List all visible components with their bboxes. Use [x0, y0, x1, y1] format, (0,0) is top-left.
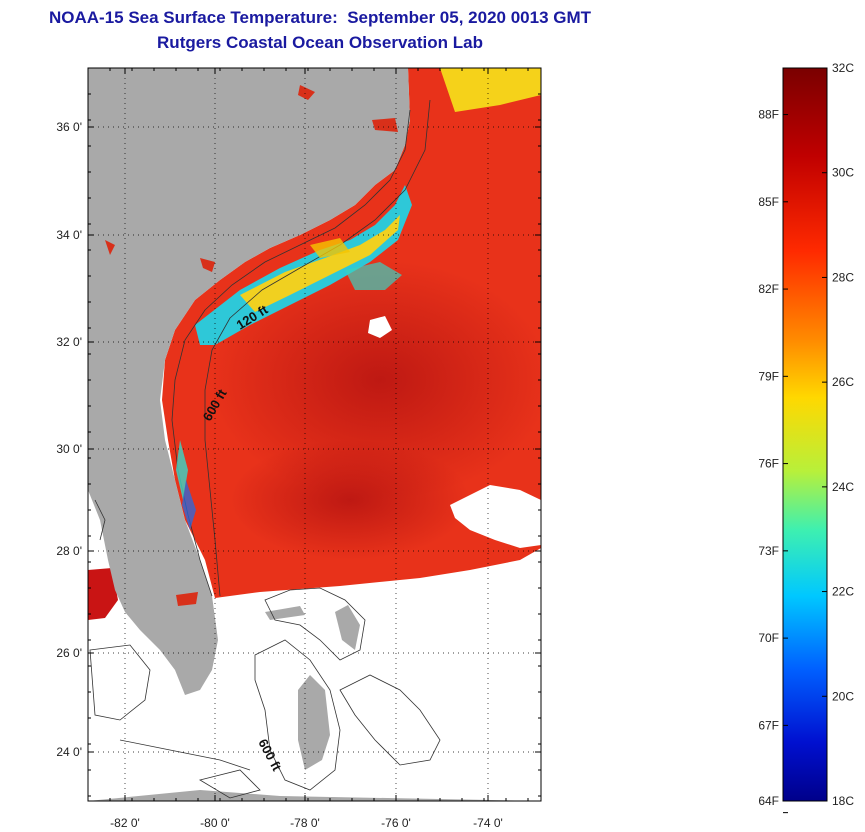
- lon-tick-label: -74 0': [473, 816, 503, 830]
- lon-tick-label: -82 0': [110, 816, 140, 830]
- colorbar-label-f: 88F: [758, 108, 779, 122]
- contour-bahamas-3: [339, 674, 441, 766]
- map-frame: [87, 67, 542, 802]
- colorbar-label-c: 30C: [832, 166, 854, 180]
- nearshore-warm-yellow-band: [240, 215, 400, 312]
- warm-core-region: [210, 260, 541, 500]
- colorbar-label-f: 73F: [758, 544, 779, 558]
- axis-ticks: 36 0' 34 0' 32 0' 30 0' 28 0' 26 0' 24 0' -82 0…: [56, 68, 541, 830]
- colorbar-label-f: 70F: [758, 631, 779, 645]
- colorbar-label-f: 79F: [758, 369, 779, 383]
- map-subtitle: Rutgers Coastal Ocean Observation Lab: [157, 33, 483, 52]
- land-cuba-edge: [88, 790, 541, 801]
- colorbar-label-f: 82F: [758, 282, 779, 296]
- land-bahamas-andros: [298, 675, 330, 770]
- lat-tick-label: 24 0': [56, 745, 82, 759]
- inland-water-pixels: [105, 85, 398, 606]
- lat-tick-label: 34 0': [56, 228, 82, 242]
- contour-keys: [119, 739, 251, 771]
- lat-tick-label: 36 0': [56, 120, 82, 134]
- colorbar-label-c: 24C: [832, 480, 854, 494]
- colorbar-label-f: 67F: [758, 718, 779, 732]
- gulf-stream-edge-yellow: [440, 68, 541, 112]
- graticule-grid: [88, 68, 541, 801]
- cloud-mask-mid: [368, 316, 392, 338]
- colorbar-label-c: 22C: [832, 585, 854, 599]
- lon-tick-label: -78 0': [290, 816, 320, 830]
- lat-tick-label: 26 0': [56, 646, 82, 660]
- colorbar-gradient: [782, 67, 828, 802]
- warm-core-region-south: [230, 440, 470, 560]
- lat-tick-label: 28 0': [56, 544, 82, 558]
- colorbar-label-c: 32C: [832, 61, 854, 75]
- cloud-mask-east: [450, 485, 541, 548]
- map-plot-area: [88, 68, 541, 801]
- lon-tick-label: -76 0': [381, 816, 411, 830]
- colorbar: 32C 30C 28C 26C 24C 22C 20C 18C 88F 85F 82F 79F 76F 7…: [758, 61, 854, 814]
- colorbar-ticks: 32C 30C 28C 26C 24C 22C 20C 18C 88F 85F 82F 79F 76F 7…: [758, 61, 854, 814]
- map-title: NOAA-15 Sea Surface Temperature: Septemb…: [48, 8, 592, 27]
- lat-tick-label: 32 0': [56, 335, 82, 349]
- cool-swirl-features: [176, 238, 402, 530]
- land-bahamas-abaco: [335, 605, 360, 650]
- colorbar-label-c: 20C: [832, 689, 854, 703]
- lon-tick-label: -80 0': [200, 816, 230, 830]
- contour-florida-west: [94, 499, 106, 541]
- contour-bahamas-1: [264, 587, 366, 661]
- colorbar-label-f: 64F: [758, 794, 779, 808]
- contour-south: [198, 769, 261, 799]
- colorbar-label-f: 76F: [758, 457, 779, 471]
- land-us-southeast: [88, 68, 410, 695]
- colorbar-label-c: 26C: [832, 375, 854, 389]
- lat-tick-label: 30 0': [56, 442, 82, 456]
- colorbar-label-f: 85F: [758, 195, 779, 209]
- contour-bahamas-2: [254, 639, 341, 791]
- ocean-sst-west-strip: [88, 568, 118, 620]
- colorbar-label-c: 18C: [832, 794, 854, 808]
- contour-bahamas-4: [89, 644, 151, 721]
- colorbar-label-c: 28C: [832, 270, 854, 284]
- contour-600ft: [204, 99, 431, 597]
- land-bahamas-grand: [265, 606, 305, 620]
